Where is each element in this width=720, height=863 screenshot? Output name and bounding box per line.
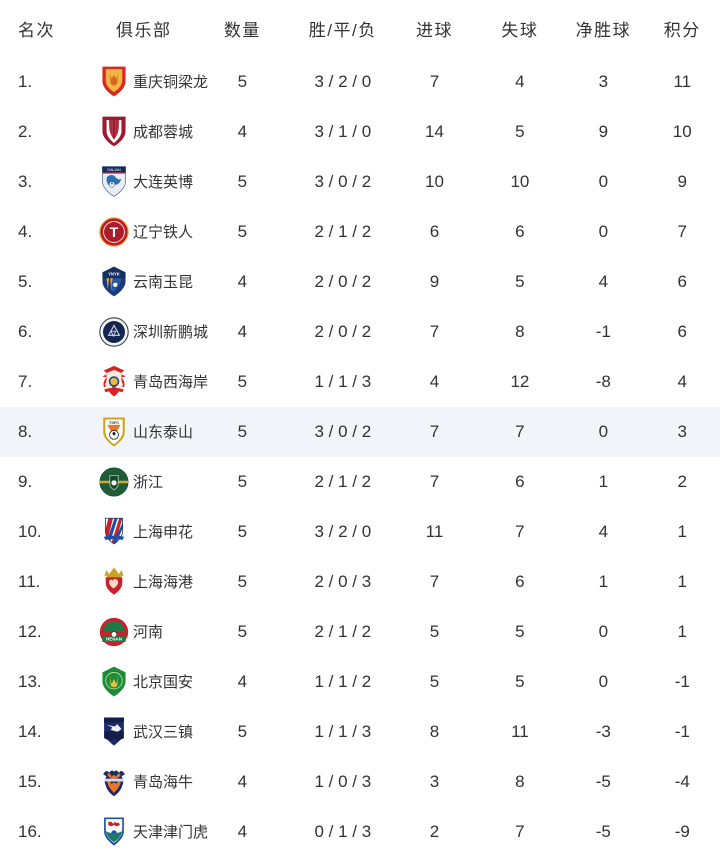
svg-text:YNYK: YNYK: [108, 271, 119, 276]
svg-text:TSFC: TSFC: [109, 421, 119, 425]
svg-text:DALIAN: DALIAN: [107, 168, 121, 172]
svg-text:T: T: [110, 225, 119, 241]
